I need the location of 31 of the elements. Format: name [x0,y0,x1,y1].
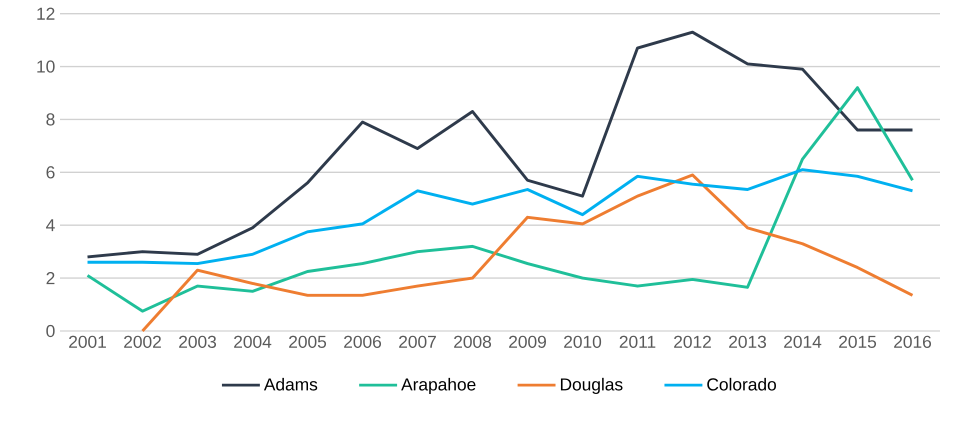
x-tick-label: 2016 [894,336,932,348]
line-series [86,30,914,258]
x-tick-label: 2008 [454,336,492,348]
x-tick-label: 2013 [729,336,766,348]
legend-label: Douglas [560,378,622,394]
x-tick-label: 2015 [839,336,876,348]
y-tick-label: 6 [46,166,55,178]
y-tick-label: 8 [46,113,55,126]
y-tick-label: 12 [37,8,54,20]
legend-label: Adams [264,378,318,391]
x-tick-label: 2001 [69,336,106,348]
x-tick-label: 2010 [564,336,602,348]
x-tick-label: 2012 [674,336,711,348]
x-tick-label: 2004 [234,336,272,348]
x-tick-label: 2002 [124,336,161,348]
x-tick-label: 2009 [509,336,546,348]
y-tick-label: 2 [46,272,54,284]
x-tick-label: 2014 [784,336,822,348]
y-tick-label: 4 [46,219,55,232]
y-tick-label: 0 [46,324,55,338]
line-series [86,168,914,266]
x-tick-label: 2005 [289,336,326,348]
y-tick-label: 10 [37,60,55,73]
legend-label: Arapahoe [401,378,476,394]
x-tick-label: 2011 [620,336,656,348]
line-series [86,86,914,313]
x-tick-label: 2003 [179,336,216,348]
x-tick-label: 2006 [344,336,382,348]
x-tick-label: 2007 [399,336,436,348]
line-series [141,173,914,332]
legend-label: Colorado [707,378,776,391]
